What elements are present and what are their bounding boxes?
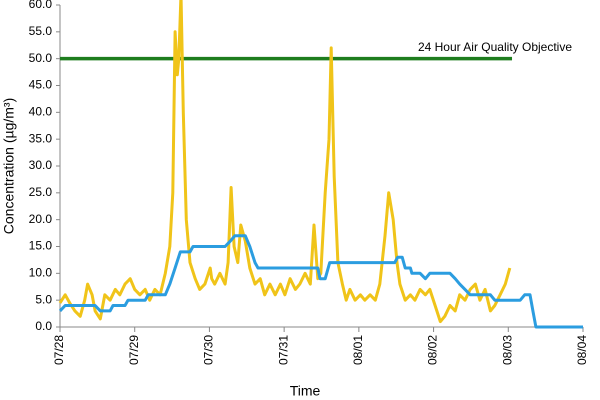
x-tick-label: 07/29 — [127, 335, 141, 365]
y-tick-label: 30.0 — [29, 158, 53, 172]
y-tick-label: 0.0 — [35, 319, 52, 333]
y-tick-label: 60.0 — [29, 0, 53, 11]
x-tick-label: 08/04 — [575, 335, 589, 365]
x-tick-label: 07/30 — [202, 335, 216, 365]
x-tick-label: 07/31 — [276, 335, 290, 365]
x-tick-label: 08/03 — [500, 335, 514, 365]
y-tick-label: 20.0 — [29, 212, 53, 226]
data-line — [58, 0, 512, 324]
y-tick-label: 40.0 — [29, 105, 53, 119]
y-tick-label: 25.0 — [29, 185, 53, 199]
x-tick-label: 07/28 — [52, 335, 66, 365]
y-tick-label: 45.0 — [29, 78, 53, 92]
y-axis-title: Concentration (µg/m³) — [1, 98, 17, 234]
x-tick-label: 08/02 — [426, 335, 440, 365]
x-axis-title: Time — [290, 383, 321, 399]
y-tick-label: 55.0 — [29, 24, 53, 38]
reference-label: 24 Hour Air Quality Objective — [418, 40, 572, 54]
y-tick-label: 15.0 — [29, 239, 53, 253]
data-line — [58, 234, 583, 329]
x-tick-label: 08/01 — [351, 335, 365, 365]
y-tick-label: 10.0 — [29, 266, 53, 280]
y-tick-label: 50.0 — [29, 51, 53, 65]
y-tick-label: 35.0 — [29, 131, 53, 145]
y-tick-label: 5.0 — [35, 292, 52, 306]
